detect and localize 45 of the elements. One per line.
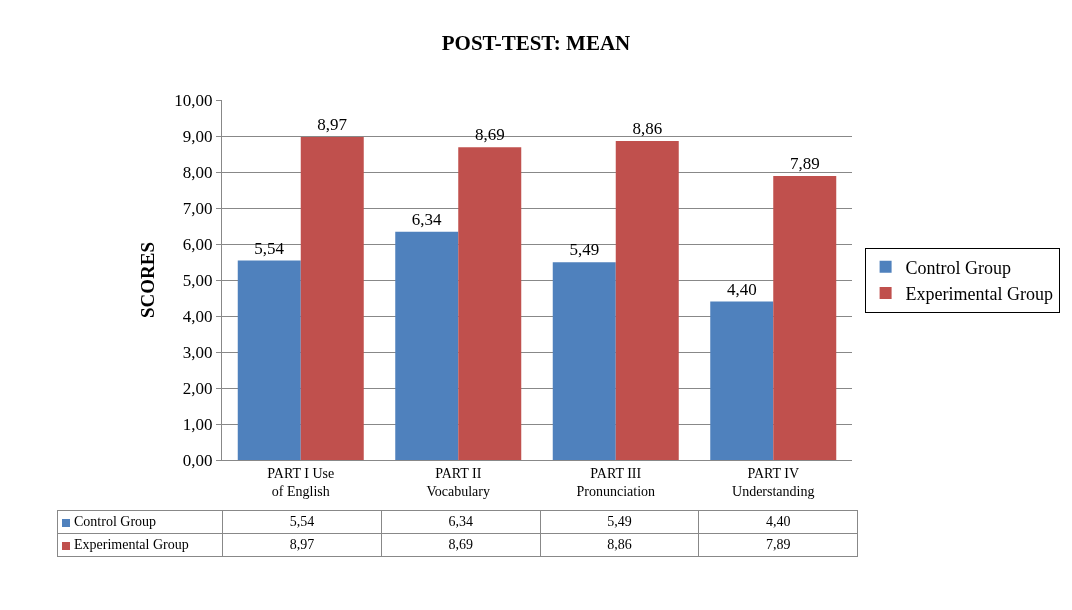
x-tick-label: PART IV Understanding	[732, 465, 815, 499]
y-tick-label: 1,00	[182, 414, 213, 434]
bar	[237, 260, 301, 460]
data-label: 5,49	[540, 510, 699, 534]
legend-label: Experimental Group	[905, 284, 1054, 305]
bar	[458, 147, 522, 460]
text: Experimental Group	[74, 537, 189, 552]
text: 4,40	[726, 279, 757, 299]
data-label: 8,86	[540, 533, 699, 557]
text: 5,49	[569, 240, 600, 260]
x-tick-label: PART I Use of English	[267, 465, 335, 499]
text: 8,69	[474, 125, 505, 145]
text: 6,34	[411, 209, 442, 229]
y-tick-label: 2,00	[182, 378, 213, 398]
x-tick-label: PART III Pronunciation	[576, 465, 656, 499]
text: 5,54	[254, 238, 284, 258]
y-tick-label: 6,00	[182, 234, 213, 254]
chart-title: POST-TEST: MEAN	[441, 31, 631, 56]
data-label: 4,40	[698, 510, 858, 534]
y-tick-label: 7,00	[182, 198, 213, 218]
y-tick-label: 0,00	[182, 450, 213, 470]
bar	[773, 175, 837, 460]
legend-label: Control Group	[74, 514, 157, 529]
data-label: 6,34	[381, 510, 540, 534]
bar	[615, 141, 679, 460]
bar	[300, 137, 364, 460]
y-tick-label: 10,00	[174, 90, 213, 110]
bar	[710, 301, 774, 460]
y-tick-label: 8,00	[182, 162, 213, 182]
y-tick-label: 4,00	[182, 306, 213, 326]
text: Control Group	[905, 257, 1012, 278]
y-tick-label: 3,00	[182, 342, 213, 362]
y-tick-label: 9,00	[182, 126, 213, 146]
data-label: 7,89	[698, 533, 858, 557]
data-label: 5,54	[222, 510, 382, 534]
text: 8,86	[632, 119, 663, 139]
x-tick-label: PART II Vocabulary	[426, 465, 490, 499]
data-label: 8,69	[381, 533, 540, 557]
text: 7,89	[789, 153, 820, 173]
bar	[395, 231, 459, 460]
y-axis-title: SCORES	[137, 241, 159, 319]
bar	[552, 262, 616, 460]
y-tick-label: 5,00	[182, 270, 213, 290]
text: 8,97	[317, 115, 347, 135]
data-label: 8,97	[222, 533, 382, 557]
